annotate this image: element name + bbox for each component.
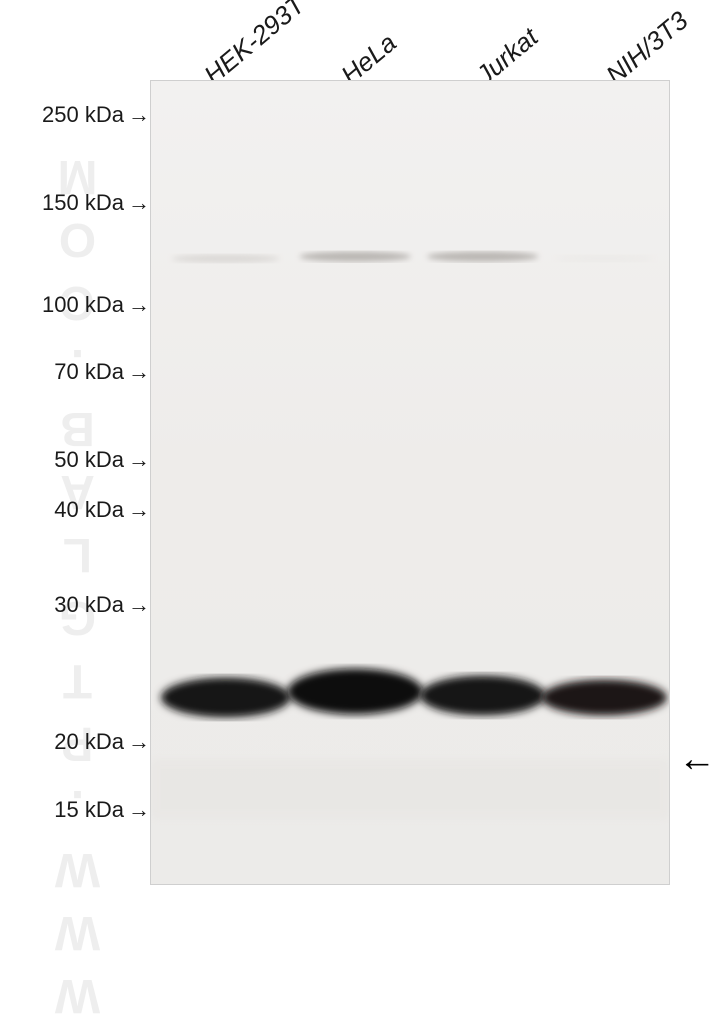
blot-band [161,678,291,718]
marker-label-text: 250 kDa [42,102,124,127]
marker-label-text: 20 kDa [54,729,124,754]
marker-label: 100 kDa→ [42,292,150,318]
arrow-right-icon: → [128,729,150,755]
target-band-arrow: ← [678,738,710,781]
arrow-right-icon: → [128,102,150,128]
marker-label-text: 40 kDa [54,497,124,522]
arrow-right-icon: → [128,497,150,523]
marker-label: 150 kDa→ [42,190,150,216]
marker-label: 70 kDa→ [54,359,150,385]
lane-labels-area: HEK-293THeLaJurkatNIH/3T3 [150,0,670,80]
marker-label: 15 kDa→ [54,797,150,823]
arrow-right-icon: → [128,592,150,618]
marker-label: 30 kDa→ [54,592,150,618]
marker-label-text: 15 kDa [54,797,124,822]
arrow-left-icon: ← [678,738,710,780]
marker-label: 40 kDa→ [54,497,150,523]
marker-label-text: 70 kDa [54,359,124,384]
marker-label-text: 30 kDa [54,592,124,617]
marker-label-text: 150 kDa [42,190,124,215]
marker-label: 50 kDa→ [54,447,150,473]
lane-label: HEK-293T [198,0,311,91]
marker-label: 250 kDa→ [42,102,150,128]
blot-band [299,252,411,262]
blot-band [554,256,654,262]
arrow-right-icon: → [128,292,150,318]
blot-band [541,680,667,716]
blot-svg [151,81,669,884]
blot-band [427,252,539,262]
marker-label-text: 100 kDa [42,292,124,317]
blot-band [172,255,280,263]
arrow-right-icon: → [128,447,150,473]
blot-band [287,669,422,715]
arrow-right-icon: → [128,190,150,216]
marker-label: 20 kDa→ [54,729,150,755]
blot-band [420,676,546,716]
marker-labels-area: 250 kDa→150 kDa→100 kDa→70 kDa→50 kDa→40… [0,0,150,903]
blot-area [150,80,670,885]
arrow-right-icon: → [128,359,150,385]
marker-label-text: 50 kDa [54,447,124,472]
lane-label: NIH/3T3 [600,5,694,91]
figure-container: WWW.PTGLAB.COM 250 kDa→150 kDa→100 kDa→7… [0,0,710,903]
arrow-right-icon: → [128,797,150,823]
